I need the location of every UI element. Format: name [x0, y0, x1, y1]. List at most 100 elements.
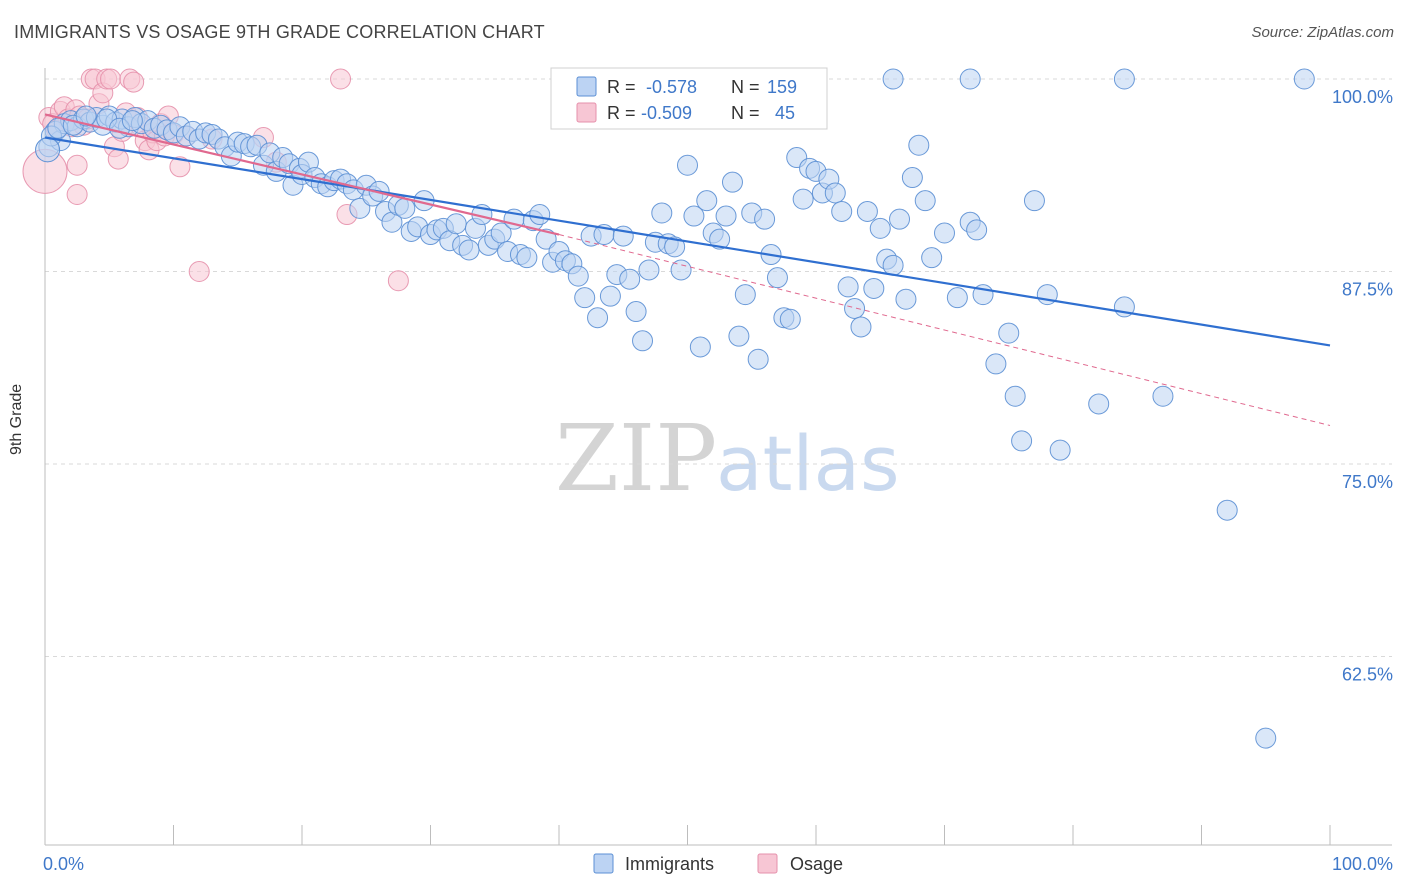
- immigrants-point: [863, 277, 885, 299]
- x-tick-label-0: 0.0%: [43, 854, 84, 874]
- immigrants-point: [121, 110, 143, 132]
- bottom-legend-swatch-osage: [757, 853, 778, 874]
- immigrants-point: [619, 268, 641, 290]
- osage-point: [330, 68, 352, 90]
- immigrants-point: [998, 322, 1020, 344]
- immigrants-point: [599, 285, 621, 307]
- legend-n-value-1: 159: [767, 77, 797, 97]
- osage-point: [100, 68, 122, 90]
- y-tick-label-3: 100.0%: [1332, 87, 1393, 107]
- immigrants-point: [934, 222, 955, 244]
- legend-r-value-1: -0.578: [646, 77, 697, 97]
- osage-point: [387, 270, 409, 292]
- bottom-legend-immigrants: Immigrants: [625, 854, 714, 874]
- immigrants-point: [1004, 385, 1026, 407]
- immigrants-point: [747, 348, 769, 370]
- immigrants-point: [921, 247, 943, 269]
- legend-n-label-2: N =: [731, 103, 760, 123]
- immigrants-point: [844, 297, 866, 319]
- osage-point: [107, 148, 129, 170]
- immigrants-point: [567, 265, 589, 287]
- immigrants-trend-line: [44, 136, 1331, 347]
- y-tick-label-0: 62.5%: [1342, 665, 1393, 685]
- immigrants-point: [651, 202, 673, 224]
- immigrants-point: [869, 217, 891, 239]
- immigrants-point: [394, 197, 416, 219]
- immigrants-point: [721, 171, 743, 193]
- immigrants-point: [728, 325, 750, 347]
- axes: [44, 68, 1392, 846]
- immigrants-point: [696, 190, 718, 212]
- osage-point: [123, 71, 145, 93]
- immigrants-point: [966, 219, 988, 241]
- immigrants-point: [625, 301, 647, 323]
- immigrants-point: [1152, 385, 1174, 407]
- osage-point: [66, 154, 88, 176]
- x-tick-label-1: 100.0%: [1332, 854, 1393, 874]
- immigrants-point: [535, 228, 557, 250]
- immigrants-point: [677, 154, 698, 176]
- bottom-legend-osage: Osage: [790, 854, 843, 874]
- immigrants-point: [889, 208, 911, 230]
- source-credit: Source: ZipAtlas.com: [1251, 24, 1394, 41]
- immigrants-point: [754, 208, 776, 230]
- immigrants-point: [895, 288, 917, 310]
- osage-point: [169, 156, 191, 178]
- legend-n-label-1: N =: [731, 77, 760, 97]
- immigrants-point: [792, 188, 814, 210]
- immigrants-point: [824, 182, 846, 204]
- y-tick-label-1: 75.0%: [1342, 472, 1393, 492]
- legend-swatch-immigrants: [576, 76, 597, 97]
- immigrants-point: [831, 200, 853, 222]
- immigrants-point: [349, 197, 371, 219]
- immigrants-point: [529, 204, 551, 226]
- watermark: ZIP atlas: [555, 405, 900, 512]
- immigrants-point: [587, 307, 609, 329]
- legend-n-value-2: 45: [775, 103, 795, 123]
- legend-swatch-osage: [576, 102, 597, 123]
- immigrants-point: [75, 105, 97, 127]
- immigrants-point: [664, 236, 686, 258]
- immigrants-point: [1049, 439, 1071, 461]
- chart-title: IMMIGRANTS VS OSAGE 9TH GRADE CORRELATIO…: [14, 22, 545, 42]
- bottom-legend: Immigrants Osage: [593, 853, 843, 874]
- immigrants-point: [985, 353, 1007, 375]
- immigrants-point: [632, 330, 654, 352]
- immigrants-point: [1011, 430, 1033, 452]
- immigrants-point: [516, 247, 538, 269]
- immigrants-point: [574, 287, 596, 309]
- immigrants-point: [638, 259, 660, 281]
- immigrants-point: [35, 137, 61, 163]
- immigrants-point: [837, 276, 859, 298]
- immigrants-point: [709, 228, 731, 250]
- watermark-zip: ZIP: [555, 405, 717, 512]
- immigrants-point: [1293, 68, 1315, 90]
- immigrants-point: [1216, 499, 1238, 521]
- immigrants-point: [908, 134, 930, 156]
- immigrants-point: [490, 222, 512, 244]
- legend-r-label-1: R =: [607, 77, 636, 97]
- immigrants-point: [734, 284, 756, 306]
- osage-point: [188, 261, 210, 282]
- immigrants-point: [766, 267, 788, 289]
- tick-labels: 62.5% 75.0% 87.5% 100.0% 0.0% 100.0%: [43, 87, 1393, 874]
- immigrants-point: [1255, 727, 1277, 749]
- immigrants-point: [856, 200, 878, 222]
- immigrants-point: [445, 213, 467, 235]
- bottom-legend-swatch-immigrants: [593, 853, 614, 874]
- osage-point: [66, 184, 88, 205]
- osage-trend-line-solid: [44, 113, 560, 236]
- legend: R = -0.578 N = 159 R = -0.509 N = 45: [550, 67, 828, 130]
- grid-lines: [45, 78, 1392, 657]
- immigrants-point: [946, 287, 968, 309]
- immigrants-point: [882, 254, 904, 276]
- immigrants-point: [959, 68, 981, 90]
- immigrants-point: [779, 308, 801, 330]
- immigrants-point: [914, 190, 936, 212]
- immigrants-point: [1088, 393, 1110, 415]
- trend-lines: [44, 113, 1331, 426]
- immigrants-point: [901, 167, 923, 189]
- legend-r-value-2: -0.509: [641, 103, 692, 123]
- immigrants-point: [670, 259, 692, 281]
